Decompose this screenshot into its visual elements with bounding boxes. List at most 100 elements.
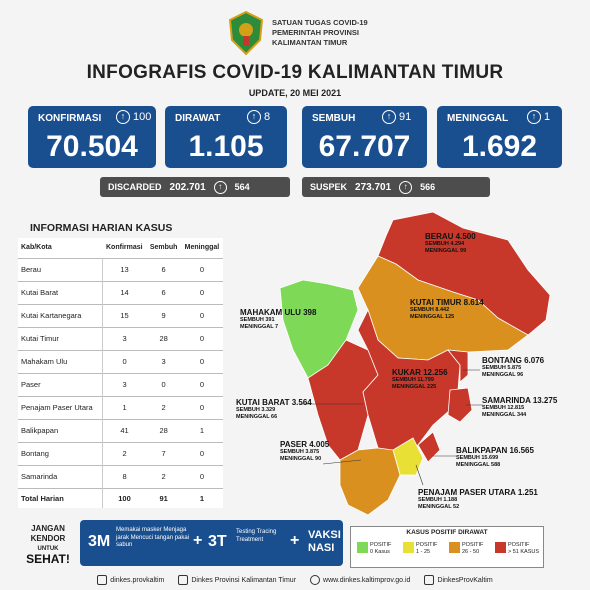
mahulu-meninggal: MENINGGAL 7 xyxy=(240,324,279,330)
legend-line2: 1 - 25 xyxy=(416,549,431,555)
legend-swatch xyxy=(357,542,368,553)
discarded-increase: 564 xyxy=(234,182,250,192)
cell-value: 6 xyxy=(146,280,181,304)
cell-kab: Kutai Barat xyxy=(18,280,103,304)
region-paser xyxy=(339,447,401,516)
slogan-untuk: UNTUK xyxy=(37,546,59,552)
legend-item: POSITIF 1 - 25 xyxy=(403,542,437,556)
ppu-sembuh: SEMBUH 1.188 xyxy=(418,497,458,503)
total-value: 91 xyxy=(146,487,181,508)
stat-sembuh: SEMBUH ↑ 91 67.707 xyxy=(302,106,427,168)
increase-value: 8 xyxy=(264,111,271,123)
label-bontang: BONTANG 6.076 SEMBUH 5.875 MENINGGAL 96 xyxy=(482,356,544,379)
stat-increase: ↑ 1 xyxy=(527,110,550,124)
kubar-total: KUTAI BARAT 3.564 xyxy=(236,398,312,407)
table-row: Kutai Barat 14 6 0 xyxy=(18,280,223,304)
region-samarinda xyxy=(447,387,473,423)
region-balikpapan xyxy=(417,431,441,463)
text-vaksinasi: VAKSI NASI xyxy=(308,529,341,554)
kutim-sembuh: SEMBUH 8.442 xyxy=(410,307,450,313)
legend-line1: POSITIF xyxy=(416,542,438,548)
plus-sign: + xyxy=(290,532,300,549)
cell-kab: Samarinda xyxy=(18,464,103,488)
legend-swatch xyxy=(449,542,460,553)
label-3m: 3M xyxy=(88,533,111,550)
cell-value: 8 xyxy=(102,464,147,488)
discarded-box: DISCARDED 202.701 ↑ 564 xyxy=(100,177,290,197)
stat-konfirmasi: KONFIRMASI ↑ 100 70.504 xyxy=(28,106,156,168)
up-arrow-icon: ↑ xyxy=(399,180,413,194)
table-row: Paser 3 0 0 xyxy=(18,372,223,396)
cell-value: 7 xyxy=(146,441,181,465)
footer-website[interactable]: www.dinkes.kaltimprov.go.id xyxy=(310,574,410,585)
suspek-box: SUSPEK 273.701 ↑ 566 xyxy=(302,177,490,197)
stat-increase: ↑ 91 xyxy=(382,110,411,124)
table-row: Penajam Paser Utara 1 2 0 xyxy=(18,395,223,419)
kukar-sembuh: SEMBUH 11.799 xyxy=(392,377,434,383)
footer-text: Dinkes Provinsi Kalimantan Timur xyxy=(191,576,297,584)
legend-line1: POSITIF xyxy=(508,542,530,548)
table-row: Samarinda 8 2 0 xyxy=(18,464,223,488)
footer-facebook[interactable]: Dinkes Provinsi Kalimantan Timur xyxy=(178,574,297,585)
table-title: INFORMASI HARIAN KASUS xyxy=(30,222,173,234)
cell-value: 9 xyxy=(146,303,181,327)
paser-sembuh: SEMBUH 3.875 xyxy=(280,449,320,455)
cell-value: 6 xyxy=(146,257,181,281)
cell-value: 2 xyxy=(102,441,147,465)
cell-value: 1 xyxy=(180,418,223,442)
footer-instagram[interactable]: dinkes.provkaltim xyxy=(97,574,164,585)
up-arrow-icon: ↑ xyxy=(116,110,130,124)
cell-kab: Kutai Timur xyxy=(18,326,103,350)
legend-swatch xyxy=(403,542,414,553)
increase-value: 91 xyxy=(399,111,412,123)
table-row: Bontang 2 7 0 xyxy=(18,441,223,465)
paser-meninggal: MENINGGAL 90 xyxy=(280,456,322,462)
region-kukar xyxy=(357,308,461,453)
cell-kab: Balikpapan xyxy=(18,418,103,442)
cell-value: 0 xyxy=(180,372,223,396)
footer-text: DinkesProvKaltim xyxy=(437,576,493,584)
legend-line2: 26 - 50 xyxy=(462,549,480,555)
total-value: 100 xyxy=(102,487,147,508)
bontang-meninggal: MENINGGAL 96 xyxy=(482,372,524,378)
footer-youtube[interactable]: DinkesProvKaltim xyxy=(424,574,493,585)
cell-value: 0 xyxy=(180,349,223,373)
label-paser: PASER 4.005 SEMBUH 3.875 MENINGGAL 90 xyxy=(280,440,329,463)
slogan-sehat: SEHAT! xyxy=(26,552,70,566)
footer: dinkes.provkaltim Dinkes Provinsi Kalima… xyxy=(0,569,590,590)
slogan-jangan: JANGAN xyxy=(31,524,65,533)
legend-item: POSITIF 0 Kasus xyxy=(357,542,391,556)
cell-value: 0 xyxy=(180,303,223,327)
samarinda-sembuh: SEMBUH 12.815 xyxy=(482,405,525,411)
youtube-icon xyxy=(424,574,435,585)
cell-value: 0 xyxy=(180,464,223,488)
discarded-label: DISCARDED xyxy=(108,182,162,192)
total-value: 1 xyxy=(180,487,223,508)
agency-line-1: SATUAN TUGAS COVID-19 xyxy=(272,18,368,27)
table-total-row: Total Harian 100 91 1 xyxy=(18,487,223,508)
label-berau: BERAU 4.500 SEMBUH 4.294 MENINGGAL 99 xyxy=(425,232,476,255)
map-legend: KASUS POSITIF DIRAWAT POSITIF 0 Kasus POS… xyxy=(350,526,544,568)
region-bontang xyxy=(447,349,469,383)
legend-item: POSITIF > 51 KASUS xyxy=(495,542,539,556)
samarinda-meninggal: MENINGGAL 344 xyxy=(482,412,527,418)
campaign-slogan: JANGAN KENDOR UNTUK SEHAT! xyxy=(18,524,78,566)
samarinda-total: SAMARINDA 13.275 xyxy=(482,396,558,405)
up-arrow-icon: ↑ xyxy=(247,110,261,124)
label-kutai-barat: KUTAI BARAT 3.564 SEMBUH 3.329 MENINGGAL… xyxy=(236,398,312,421)
header-sembuh: Sembuh xyxy=(149,244,178,252)
table-header-row: Kab/Kota Konfirmasi Sembuh Meninggal xyxy=(18,238,223,258)
cell-value: 14 xyxy=(102,280,147,304)
berau-total: BERAU 4.500 xyxy=(425,232,476,241)
legend-line2: 0 Kasus xyxy=(370,549,390,555)
balikpapan-total: BALIKPAPAN 16.565 xyxy=(456,446,534,455)
label-kutai-timur: KUTAI TIMUR 8.614 SEMBUH 8.442 MENINGGAL… xyxy=(410,298,484,321)
cell-value: 0 xyxy=(180,395,223,419)
cell-value: 0 xyxy=(180,441,223,465)
cell-kab: Berau xyxy=(18,257,103,281)
kubar-sembuh: SEMBUH 3.329 xyxy=(236,407,276,413)
header-konfirmasi: Konfirmasi xyxy=(106,244,143,252)
cell-value: 0 xyxy=(180,280,223,304)
header-meninggal: Meninggal xyxy=(184,244,220,252)
increase-value: 1 xyxy=(544,111,551,123)
